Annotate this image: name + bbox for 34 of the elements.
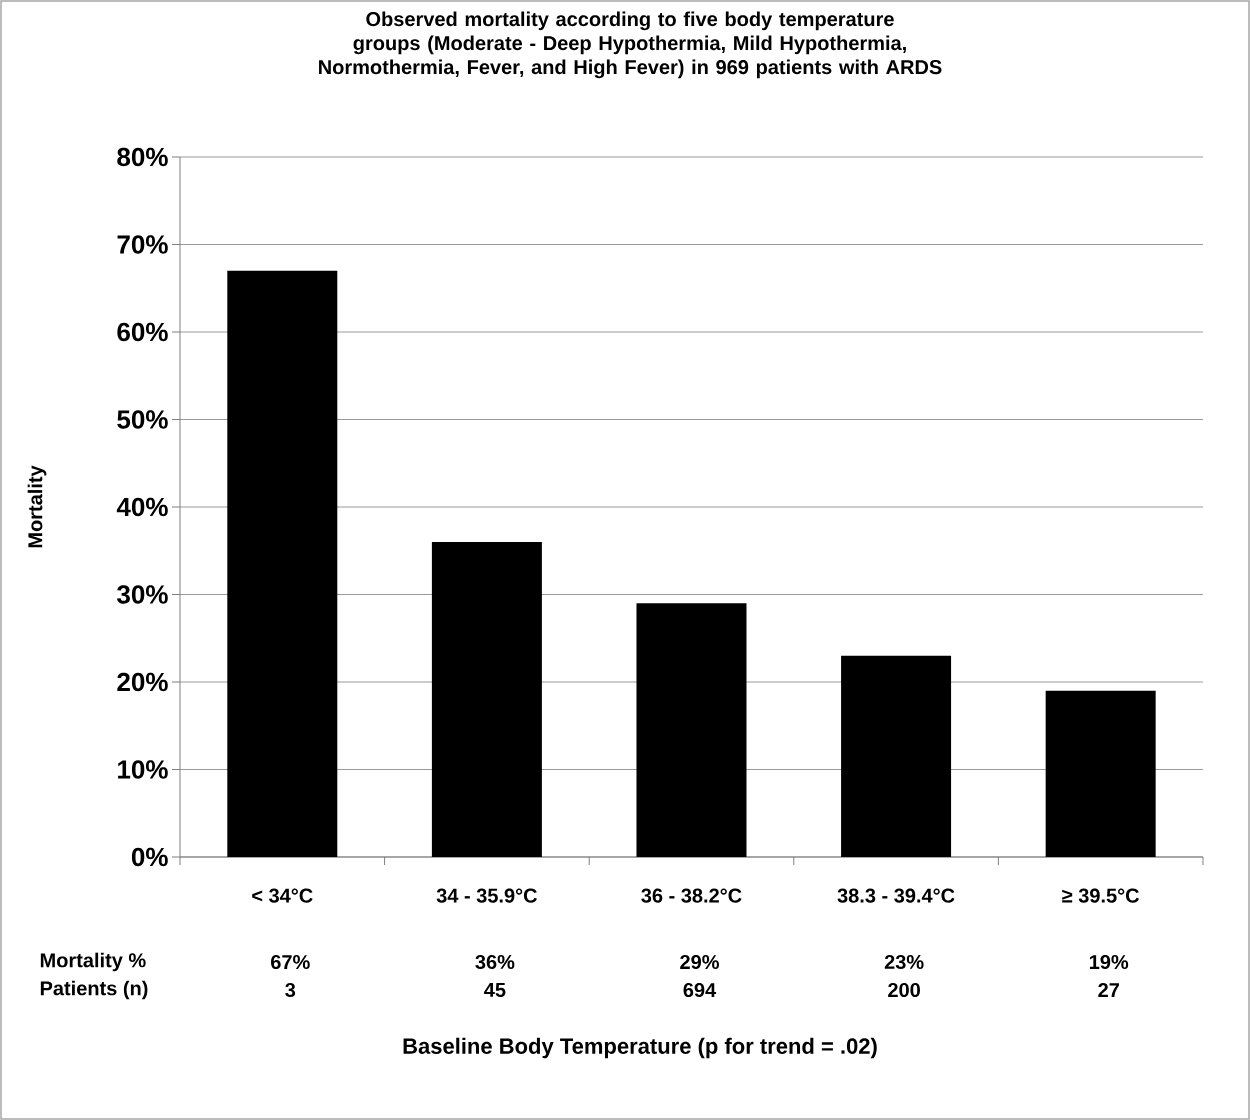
text: Patients (n) <box>40 980 148 1000</box>
x-tick-label: 38.3 - 39.4°C <box>837 888 955 903</box>
y-tick-label: 0% <box>131 847 168 867</box>
chart-title: Observed mortality according to five body temperature groups (Moderate - Deep Hypothermia, Mild Hypothermia, Normothermia, Fever, and High Fever) in 969 patients with ARDS <box>319 11 942 79</box>
y-tick-label: 10% <box>118 760 168 779</box>
y-tick-label: 80% <box>117 147 168 167</box>
data-label: 36% <box>475 954 515 970</box>
text: 3 <box>285 982 296 998</box>
y-tick-label: 70% <box>117 235 168 254</box>
x-tick-label: < 34°C <box>252 888 313 903</box>
bar <box>636 603 747 857</box>
data-label: 23% <box>884 954 924 970</box>
data-label: 67% <box>271 954 310 970</box>
y-axis-title: Mortality <box>27 465 47 548</box>
text: 200 <box>888 982 920 998</box>
x-tick-label: 34 - 35.9°C <box>436 888 538 903</box>
bar <box>431 542 542 857</box>
y-tick-label: 50% <box>117 410 168 429</box>
y-tick-label: 20% <box>117 672 168 692</box>
y-tick-label: 40% <box>116 497 168 517</box>
x-tick-label: ≥ 39.5°C <box>1062 888 1140 903</box>
bar <box>1045 690 1156 857</box>
bar <box>227 270 338 857</box>
text: Baseline Body Temperature (p for trend = .02) <box>403 1037 877 1059</box>
y-tick-label: 30% <box>117 585 168 604</box>
bar <box>841 655 952 857</box>
text: Mortality % <box>40 952 146 972</box>
data-label: 29% <box>680 954 719 970</box>
data-label: 19% <box>1089 954 1129 970</box>
text: 45 <box>484 983 506 997</box>
text: 27 <box>1098 983 1119 997</box>
y-tick-label: 60% <box>117 322 168 342</box>
x-tick-label: 36 - 38.2°C <box>641 888 742 903</box>
text: 694 <box>683 982 717 998</box>
